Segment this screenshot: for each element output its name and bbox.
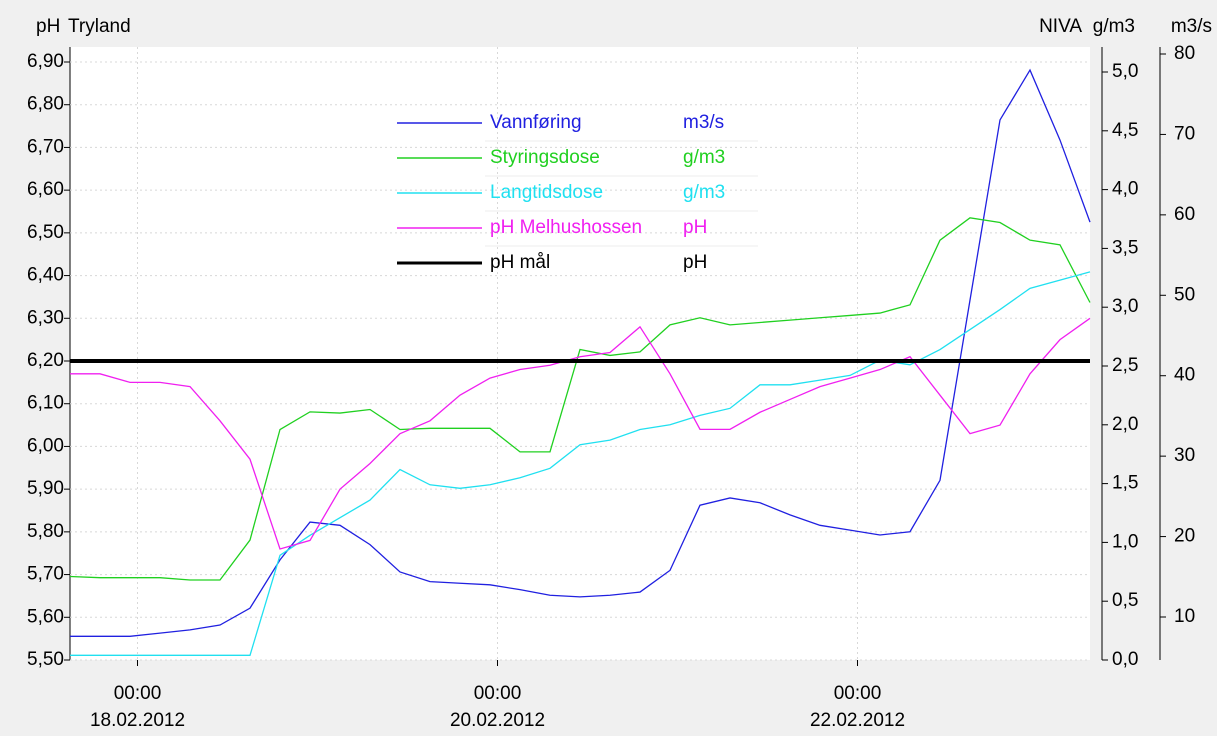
x-tick-label: 00:00 [114,683,162,704]
y-tick-label: 6,40 [27,265,64,286]
series-line [69,217,1091,581]
y2-tick-label: 5,0 [1112,61,1138,82]
y-tick-label: 6,20 [27,350,64,371]
y3-tick-label: 50 [1174,284,1195,305]
y2-tick-label: 1,5 [1112,473,1138,494]
y-axis-label: pH [36,16,60,37]
y-tick-label: 5,80 [27,521,64,542]
y-tick-label: 6,80 [27,94,64,115]
x-tick-label: 18.02.2012 [90,710,185,731]
y3-tick-label: 80 [1174,43,1195,64]
y2-tick-label: 4,5 [1112,120,1138,141]
y-tick-label: 6,10 [27,393,64,414]
y3-tick-label: 20 [1174,526,1195,547]
y2-tick-label: 3,0 [1112,296,1138,317]
legend-unit: m3/s [683,112,724,133]
y3-tick-label: 10 [1174,606,1195,627]
y2-tick-label: 4,0 [1112,179,1138,200]
y-tick-label: 5,60 [27,606,64,627]
legend-label: pH Melhushossen [490,217,642,238]
y-tick-label: 6,90 [27,51,64,72]
legend-unit: pH [683,217,707,238]
y-tick-label: 6,60 [27,179,64,200]
x-tick-label: 00:00 [474,683,522,704]
y3-tick-label: 70 [1174,123,1195,144]
legend-unit: g/m3 [683,147,725,168]
legend-label: pH mål [490,252,550,273]
x-tick-label: 22.02.2012 [810,710,905,731]
legend-label: Vannføring [490,112,582,133]
source-label: NIVA [1039,16,1082,37]
y2-tick-label: 2,5 [1112,355,1138,376]
y2-tick-label: 1,0 [1112,531,1138,552]
legend-label: Styringsdose [490,147,600,168]
y-tick-label: 6,70 [27,136,64,157]
y2-tick-label: 0,0 [1112,649,1138,670]
y-tick-label: 5,50 [27,649,64,670]
y2-tick-label: 3,5 [1112,237,1138,258]
legend-unit: pH [683,252,707,273]
y3-tick-label: 60 [1174,204,1195,225]
y-tick-label: 5,70 [27,564,64,585]
x-tick-label: 00:00 [834,683,882,704]
y-tick-label: 6,00 [27,435,64,456]
legend-label: Langtidsdose [490,182,603,203]
y2-tick-label: 0,5 [1112,590,1138,611]
y3-tick-label: 40 [1174,365,1195,386]
chart-title: Tryland [68,16,131,37]
y-tick-label: 6,30 [27,307,64,328]
series-line [70,68,1091,637]
y3-tick-label: 30 [1174,445,1195,466]
y-tick-label: 6,50 [27,222,64,243]
y3-axis-label: m3/s [1171,16,1212,37]
y2-axis-label: g/m3 [1093,16,1135,37]
series-line [70,317,1091,550]
legend-unit: g/m3 [683,182,725,203]
y-tick-label: 5,90 [27,478,64,499]
x-tick-label: 20.02.2012 [450,710,545,731]
y2-tick-label: 2,0 [1112,414,1138,435]
